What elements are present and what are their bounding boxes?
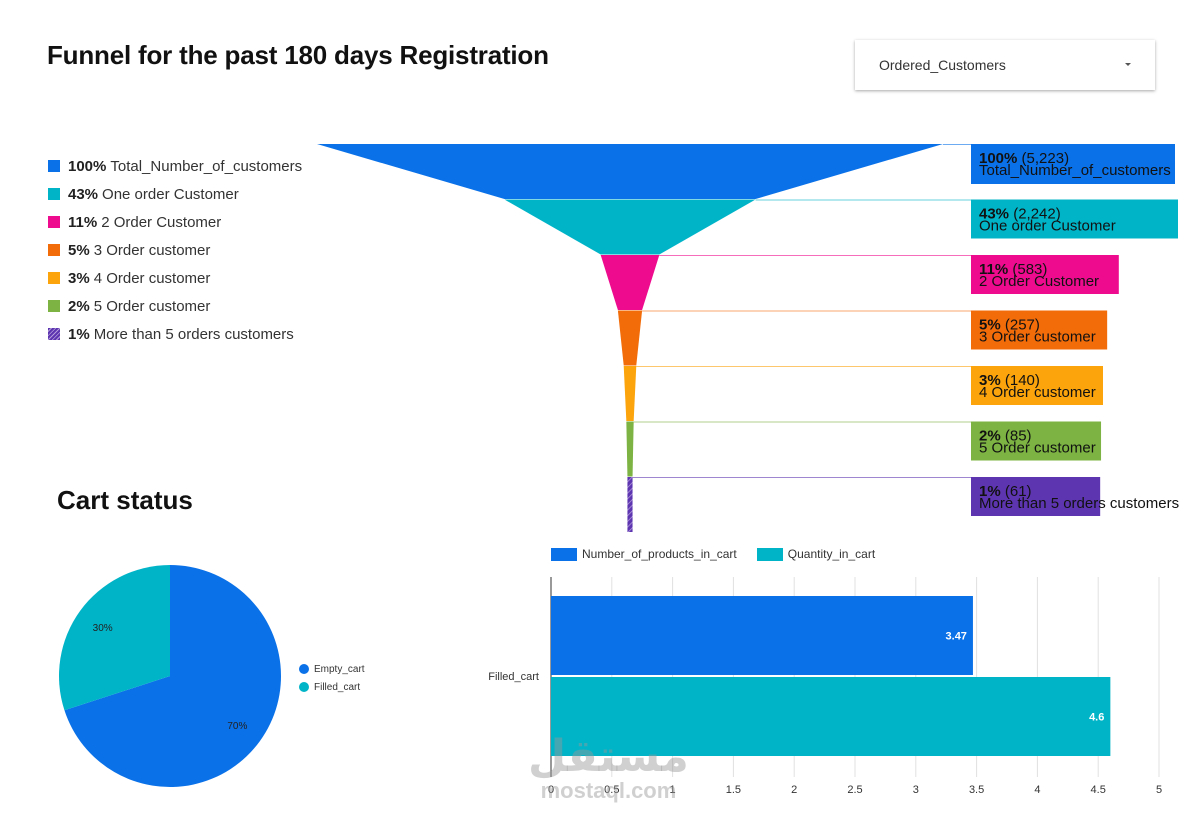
legend-swatch (551, 547, 577, 561)
legend-label: More than 5 orders customers (93, 325, 294, 343)
funnel-segment-2-order-customer[interactable] (600, 255, 660, 310)
legend-label: 3 Order customer (93, 241, 211, 259)
legend-item-4-order-customer[interactable]: 3% 4 Order customer (48, 264, 302, 292)
legend-label: 5 Order customer (93, 297, 211, 315)
legend-percent: 5% (68, 241, 90, 259)
legend-item-one-order-customer[interactable]: 43% One order Customer (48, 180, 302, 208)
funnel-segment-4-order-customer[interactable] (623, 366, 637, 421)
pie-legend: Empty_cart Filled_cart (299, 660, 365, 696)
x-tick-label: 2.5 (847, 784, 862, 796)
bar-data-label: 3.47 (946, 631, 967, 643)
funnel-label-name: 2 Order Customer (979, 273, 1099, 290)
funnel-label-box-5-order-customer[interactable] (971, 421, 1102, 461)
legend-item-total-number-of-customers[interactable]: 100% Total_Number_of_customers (48, 152, 302, 180)
cart-status-title: Cart status (57, 485, 193, 515)
legend-label: 2 Order Customer (101, 213, 222, 231)
funnel-segment-3-order-customer[interactable] (617, 310, 643, 366)
funnel-label-value: 100% (5,223) (979, 150, 1069, 167)
funnel-label-value: 43% (2,242) (979, 206, 1061, 223)
funnel-label-name: 3 Order customer (979, 329, 1096, 346)
stage-metric-dropdown[interactable]: Ordered_Customers (855, 40, 1155, 90)
bar-legend-item-quantity-in-cart[interactable]: Quantity_in_cart (756, 547, 876, 561)
bar-legend-item-number-of-products-in-cart[interactable]: Number_of_products_in_cart (551, 547, 737, 561)
funnel-label-box-one-order-customer[interactable] (971, 199, 1178, 239)
legend-swatch (48, 272, 60, 284)
funnel-label-value: 5% (257) (979, 317, 1040, 334)
funnel-segment-more-than-5-orders-customers[interactable] (627, 477, 633, 532)
dropdown-value: Ordered_Customers (879, 57, 1006, 73)
funnel-label-box-2-order-customer[interactable] (971, 255, 1119, 294)
funnel-segment-one-order-customer[interactable] (504, 199, 756, 255)
legend-dot (299, 682, 309, 692)
funnel-legend: 100% Total_Number_of_customers 43% One orde… (48, 152, 302, 348)
legend-item-2-order-customer[interactable]: 11% 2 Order Customer (48, 208, 302, 236)
bar-legend: Number_of_products_in_cart Quantity_in_ca… (551, 547, 895, 561)
legend-percent: 3% (68, 269, 90, 287)
legend-item-more-than-5-orders-customers[interactable]: 1% More than 5 orders customers (48, 320, 302, 348)
legend-item-3-order-customer[interactable]: 5% 3 Order customer (48, 236, 302, 264)
pie-legend-item-empty-cart[interactable]: Empty_cart (299, 660, 365, 678)
funnel-segment-total-number-of-customers[interactable] (317, 144, 943, 199)
legend-percent: 11% (68, 213, 98, 231)
funnel-label-name: One order Customer (979, 218, 1116, 235)
legend-item-5-order-customer[interactable]: 2% 5 Order customer (48, 292, 302, 320)
x-tick-label: 1 (670, 784, 676, 796)
pie-slice-filled-cart[interactable] (58, 565, 170, 711)
funnel-chart: 100% (5,223)Total_Number_of_customers 43%… (317, 144, 1179, 532)
funnel-title: Funnel for the past 180 days Registratio… (47, 40, 549, 70)
legend-swatch (48, 188, 60, 200)
x-tick-label: 4.5 (1091, 784, 1106, 796)
legend-label: One order Customer (102, 185, 239, 203)
x-tick-label: 0 (548, 784, 554, 796)
pie-slice-label: 70% (227, 721, 247, 732)
funnel-label-value: 2% (85) (979, 428, 1032, 445)
funnel-label-name: 4 Order customer (979, 384, 1096, 401)
x-tick-label: 2 (791, 784, 797, 796)
legend-percent: 43% (68, 185, 99, 203)
funnel-label-value: 3% (140) (979, 372, 1040, 389)
bar-number-of-products-in-cart[interactable] (551, 596, 973, 675)
bar-data-label: 4.6 (1089, 712, 1104, 724)
pie-legend-item-filled-cart[interactable]: Filled_cart (299, 678, 365, 696)
funnel-label-box-total-number-of-customers[interactable] (971, 144, 1175, 184)
legend-swatch (48, 160, 60, 172)
bar-legend-label: Number_of_products_in_cart (582, 547, 737, 561)
bar-legend-label: Quantity_in_cart (787, 547, 876, 561)
legend-label: Total_Number_of_customers (110, 157, 303, 175)
legend-swatch (48, 300, 60, 312)
x-tick-label: 0.5 (604, 784, 619, 796)
y-category-label: Filled_cart (488, 671, 539, 683)
x-tick-label: 3 (913, 784, 919, 796)
funnel-label-value: 11% (583) (979, 261, 1047, 278)
funnel-label-value: 1% (61) (979, 483, 1032, 500)
chevron-down-icon[interactable] (1125, 63, 1131, 66)
bar-quantity-in-cart[interactable] (551, 677, 1111, 756)
legend-label: 4 Order customer (93, 269, 211, 287)
funnel-label-name: Total_Number_of_customers (979, 162, 1171, 179)
funnel-label-box-3-order-customer[interactable] (971, 310, 1108, 350)
x-tick-label: 4 (1034, 784, 1040, 796)
pie-legend-label: Empty_cart (314, 663, 365, 675)
funnel-label-box-more-than-5-orders-customers[interactable] (971, 477, 1101, 516)
pie-slice-empty-cart[interactable] (64, 565, 281, 787)
x-tick-label: 1.5 (726, 784, 741, 796)
x-tick-label: 3.5 (969, 784, 984, 796)
legend-percent: 100% (68, 157, 107, 175)
pie-legend-label: Filled_cart (314, 681, 361, 693)
legend-swatch (48, 244, 60, 256)
funnel-label-box-4-order-customer[interactable] (971, 366, 1103, 405)
funnel-label-name: More than 5 orders customers (979, 495, 1179, 512)
legend-swatch (48, 216, 60, 228)
funnel-label-name: 5 Order customer (979, 440, 1096, 457)
funnel-segment-5-order-customer[interactable] (626, 421, 634, 477)
legend-dot (299, 664, 309, 674)
legend-swatch (756, 547, 783, 561)
pie-slice-label: 30% (93, 623, 113, 634)
legend-percent: 2% (68, 297, 90, 315)
x-tick-label: 5 (1156, 784, 1162, 796)
legend-swatch (48, 328, 60, 340)
legend-percent: 1% (68, 325, 90, 343)
